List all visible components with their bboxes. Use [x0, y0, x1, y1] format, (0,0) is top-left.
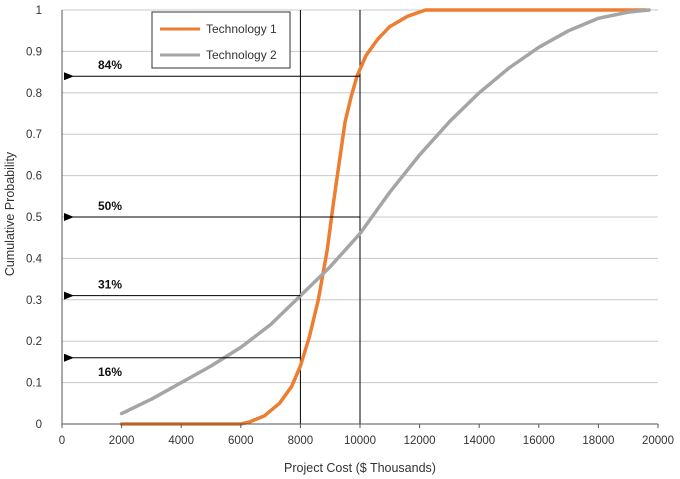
annotations: 16% 31% 84% 50% — [64, 58, 360, 379]
y-tick-label: 0.4 — [26, 253, 43, 265]
x-tick-label: 16000 — [523, 435, 555, 447]
y-tick-label: 0.6 — [26, 171, 42, 183]
y-tick-label: 0.9 — [26, 46, 42, 58]
y-tick-label: 0.5 — [26, 212, 42, 224]
y-tick-label: 0.3 — [26, 295, 42, 307]
series-line-technology-2 — [119, 8, 651, 416]
y-tick-label: 0.8 — [26, 88, 42, 100]
y-tick-label: 0.7 — [26, 129, 42, 141]
y-tick-label: 0.1 — [26, 378, 42, 390]
x-tick-label: 0 — [59, 435, 65, 447]
x-tick-label: 8000 — [288, 435, 314, 447]
annotation-label: 84% — [98, 58, 122, 72]
x-tick-label: 20000 — [642, 435, 674, 447]
y-tick-labels: 0 0.1 0.2 0.3 0.4 0.5 0.6 0.7 0.8 0.9 1 — [26, 5, 43, 431]
legend-label-technology-1: Technology 1 — [206, 22, 277, 36]
x-tick-label: 6000 — [228, 435, 254, 447]
x-tick-label: 12000 — [404, 435, 436, 447]
annotation-label: 50% — [98, 199, 122, 213]
legend: Technology 1 Technology 2 — [151, 11, 291, 69]
x-tick-label: 14000 — [463, 435, 495, 447]
annotation-label: 16% — [98, 365, 122, 379]
axes — [61, 10, 659, 428]
x-tick-label: 2000 — [109, 435, 135, 447]
y-tick-label: 1 — [36, 5, 42, 17]
y-tick-label: 0 — [36, 419, 42, 431]
x-tick-label: 4000 — [168, 435, 194, 447]
y-tick-label: 0.2 — [26, 336, 42, 348]
legend-label-technology-2: Technology 2 — [206, 48, 277, 62]
x-tick-labels: 0 2000 4000 6000 8000 10000 12000 14000 16000 180… — [59, 435, 674, 447]
series-line-technology-1 — [119, 8, 648, 426]
legend-box — [151, 11, 291, 69]
x-axis-title: Project Cost ($ Thousands) — [284, 461, 436, 475]
x-tick-label: 10000 — [344, 435, 376, 447]
y-axis-title: Cumulative Probability — [3, 151, 17, 276]
series-lines — [119, 8, 651, 426]
annotation-label: 31% — [98, 278, 122, 292]
x-tick-label: 18000 — [582, 435, 614, 447]
